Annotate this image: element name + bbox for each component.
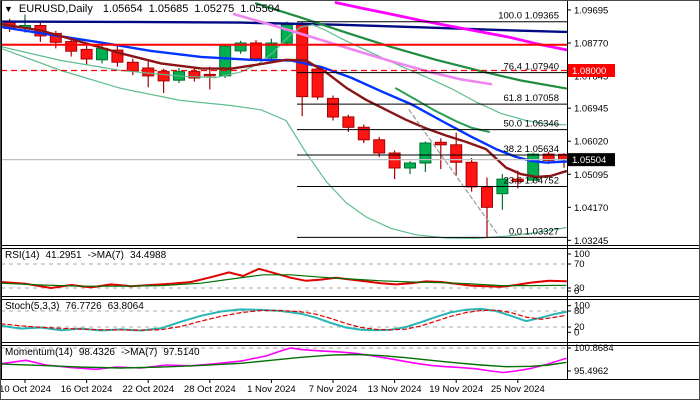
date-axis-label: 22 Oct 2024 bbox=[122, 384, 174, 395]
fib-level-label: 76.4 1.07940 bbox=[504, 62, 559, 73]
price-axis-label: 1.04170 bbox=[574, 203, 608, 214]
red-line-label-badge bbox=[568, 64, 615, 78]
stoch-scale-label: 80 bbox=[574, 306, 585, 317]
mom-pane bbox=[1, 347, 567, 374]
candle-body[interactable] bbox=[388, 152, 401, 169]
fib-level-label: 100.0 1.09365 bbox=[498, 11, 559, 22]
candle-body[interactable] bbox=[434, 141, 447, 146]
date-axis: 10 Oct 2024 16 Oct 2024 22 Oct 2024 28 Oct … bbox=[1, 379, 545, 395]
rsi-main-line bbox=[1, 267, 567, 289]
stoch-scale-label: 0 bbox=[574, 327, 579, 338]
ma-pink-line bbox=[232, 12, 493, 86]
stoch-scale-label: 100 bbox=[574, 301, 590, 312]
mom-scale-label: 95.4962 bbox=[574, 366, 608, 377]
fib-level-label: 23.6 1.04752 bbox=[504, 176, 559, 187]
candle-body[interactable] bbox=[511, 178, 524, 183]
ma-magenta-line bbox=[334, 1, 567, 52]
candle-body[interactable] bbox=[142, 67, 155, 77]
price-axis-label: 1.06945 bbox=[574, 104, 608, 115]
candle-body[interactable] bbox=[188, 71, 201, 79]
dashed-trendline bbox=[408, 109, 499, 236]
date-axis-label: 16 Oct 2024 bbox=[61, 384, 113, 395]
candle-body[interactable] bbox=[327, 97, 339, 118]
candle-body[interactable] bbox=[126, 61, 139, 72]
rsi-pane bbox=[1, 263, 567, 289]
momentum-main-line bbox=[1, 347, 567, 374]
date-axis-label: 13 Nov 2024 bbox=[368, 384, 422, 395]
date-axis-label: 7 Nov 2024 bbox=[309, 384, 358, 395]
current-price-label-text: 1.05504 bbox=[572, 155, 606, 166]
band-lower-green-line bbox=[1, 47, 567, 239]
candle-body[interactable] bbox=[65, 41, 78, 52]
date-axis-label: 28 Oct 2024 bbox=[184, 384, 236, 395]
mom-scale-label: 100.8684 bbox=[574, 343, 614, 354]
price-axis-label: 1.05095 bbox=[574, 170, 608, 181]
fib-level-label: 0.0 1.03327 bbox=[509, 226, 559, 237]
candle-body[interactable] bbox=[527, 153, 540, 181]
ma-mid-green-line bbox=[395, 87, 490, 133]
band-upper-green-line bbox=[1, 24, 567, 126]
candle-body[interactable] bbox=[80, 48, 93, 60]
candle-body[interactable] bbox=[111, 49, 124, 63]
ma-blue-line bbox=[1, 25, 567, 164]
candle-body[interactable] bbox=[234, 42, 247, 52]
date-axis-label: 25 Nov 2024 bbox=[491, 384, 545, 395]
ma-navy-line bbox=[1, 20, 567, 34]
stoch-signal-line bbox=[1, 309, 567, 331]
candle-body[interactable] bbox=[49, 32, 62, 43]
stoch-scale-label: 20 bbox=[574, 322, 585, 333]
red-line-label-text: 1.08000 bbox=[572, 66, 606, 77]
main-pane: 100.0 1.09365 76.4 1.07940 61.8 1.07058 50.… bbox=[1, 1, 567, 239]
momentum-ma-line bbox=[1, 353, 567, 369]
price-axis-label: 1.07845 bbox=[574, 72, 608, 83]
fib-level-label: 38.2 1.05634 bbox=[504, 144, 559, 155]
candle-body[interactable] bbox=[265, 42, 278, 59]
price-axis-label: 1.06020 bbox=[574, 137, 608, 148]
price-axis-label: 1.08770 bbox=[574, 39, 608, 50]
stoch-pane bbox=[1, 307, 567, 332]
candle-body[interactable] bbox=[419, 142, 432, 164]
rsi-scale-label: 70 bbox=[574, 259, 585, 270]
price-axis: 1.09695 1.08770 1.07845 1.06945 1.06020 1.050… bbox=[567, 5, 615, 377]
candle-body[interactable] bbox=[404, 162, 416, 169]
candle-body[interactable] bbox=[373, 139, 386, 154]
date-axis-label: 19 Nov 2024 bbox=[429, 384, 483, 395]
rsi-scale-label: 0 bbox=[574, 286, 579, 297]
price-axis-label: 1.03245 bbox=[574, 236, 608, 247]
rsi-scale-label: 30 bbox=[574, 283, 585, 294]
candle-body[interactable] bbox=[481, 186, 493, 208]
fib-level-label: 50.0 1.06346 bbox=[504, 119, 559, 130]
candle-body[interactable] bbox=[311, 68, 324, 98]
rsi-scale-label: 100 bbox=[574, 249, 590, 260]
candle-body[interactable] bbox=[157, 71, 170, 82]
candle-body[interactable] bbox=[542, 153, 555, 162]
current-price-label-badge bbox=[568, 153, 615, 167]
ma-maroon-line bbox=[1, 22, 567, 179]
fib-level-label: 61.8 1.07058 bbox=[504, 93, 559, 104]
candle-body[interactable] bbox=[465, 161, 478, 188]
candle-body[interactable] bbox=[450, 144, 463, 163]
date-axis-label: 1 Nov 2024 bbox=[247, 384, 296, 395]
candle-body[interactable] bbox=[357, 126, 370, 141]
candle-body[interactable] bbox=[203, 73, 216, 77]
rsi-ma-line bbox=[1, 274, 567, 287]
candle-body[interactable] bbox=[342, 116, 355, 128]
price-axis-label: 1.09695 bbox=[574, 5, 608, 16]
ma-dark-green-line bbox=[254, 2, 567, 90]
stoch-main-line bbox=[1, 307, 567, 332]
date-axis-label: 10 Oct 2024 bbox=[1, 384, 51, 395]
candle-body[interactable] bbox=[219, 45, 232, 77]
